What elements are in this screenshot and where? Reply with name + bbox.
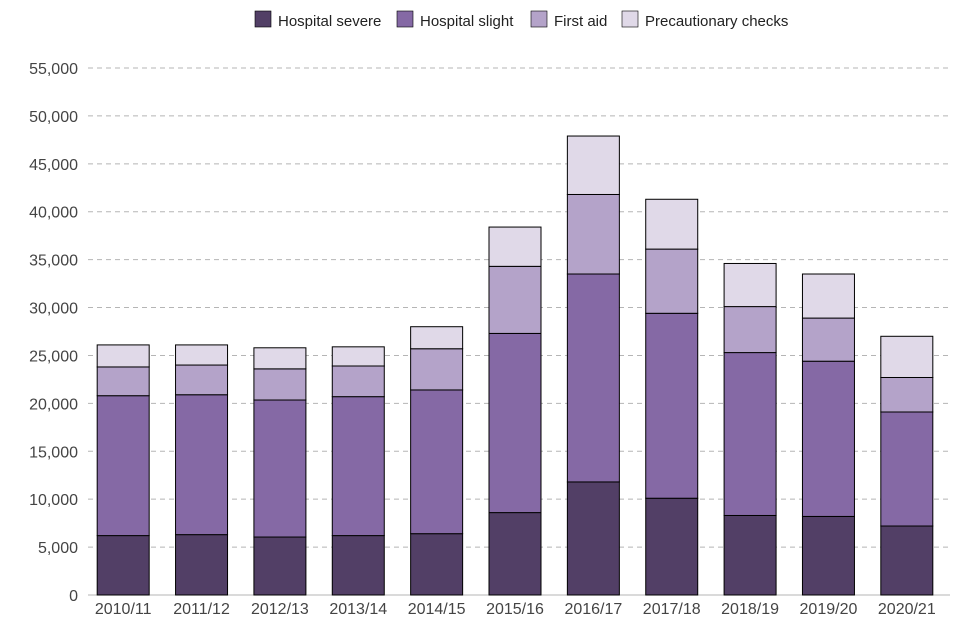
y-tick-label: 55,000 (29, 61, 78, 78)
bar-segment (410, 533, 464, 596)
x-tick-label: 2013/14 (329, 601, 387, 618)
bar-segment (645, 248, 699, 314)
bar-segment (801, 515, 855, 596)
bar-segment (488, 332, 542, 514)
x-tick-label: 2012/13 (251, 601, 309, 618)
y-tick-label: 40,000 (29, 205, 78, 222)
y-axis-ticks: 0 5,000 10,000 15,000 20,000 25,000 30,000 35,0… (29, 61, 78, 605)
y-tick-label: 45,000 (29, 157, 78, 174)
bar-segment (566, 273, 620, 483)
bar-segment (488, 265, 542, 334)
x-tick-label: 2010/11 (95, 601, 152, 618)
bar-segment (488, 226, 542, 267)
legend-label: Precautionary checks (645, 13, 788, 30)
bar-segment (410, 326, 464, 350)
bar-segment (723, 514, 777, 596)
x-tick-label: 2015/16 (486, 601, 544, 618)
bar-segment (645, 198, 699, 250)
x-tick-label: 2014/15 (408, 601, 466, 618)
bar-segment (801, 273, 855, 319)
y-tick-label: 20,000 (29, 396, 78, 413)
bar-segment (410, 389, 464, 535)
bar-segment (723, 306, 777, 354)
y-tick-label: 35,000 (29, 253, 78, 270)
legend-swatch (621, 10, 639, 28)
x-tick-label: 2017/18 (643, 601, 701, 618)
bar-segment (331, 365, 385, 398)
bar-segment (253, 536, 307, 596)
bar-segment (175, 344, 229, 366)
bar-segment (331, 346, 385, 367)
x-tick-label: 2020/21 (878, 601, 936, 618)
legend-swatch (254, 10, 272, 28)
bar-segment (253, 399, 307, 538)
bar-segment (645, 497, 699, 596)
legend-label: Hospital slight (420, 13, 514, 30)
y-tick-label: 10,000 (29, 492, 78, 509)
bar-segment (488, 512, 542, 596)
bar-segment (566, 193, 620, 275)
x-tick-label: 2011/12 (173, 601, 230, 618)
bar-segment (175, 364, 229, 396)
bar-segment (801, 360, 855, 517)
bar-segment (801, 317, 855, 362)
bar-segment (96, 366, 150, 397)
bar-segment (880, 376, 934, 413)
legend-swatch (396, 10, 414, 28)
legend-label: First aid (554, 13, 607, 30)
bar-segment (96, 535, 150, 596)
bar-segment (566, 135, 620, 195)
x-tick-label: 2018/19 (721, 601, 779, 618)
y-tick-label: 30,000 (29, 301, 78, 318)
x-axis-ticks: 2010/11 2011/12 2012/13 2013/14 2014/15 2015/… (95, 601, 936, 618)
bar-segment (175, 394, 229, 536)
legend-label: Hospital severe (278, 13, 381, 30)
y-tick-label: 0 (69, 588, 78, 605)
bar-segment (175, 534, 229, 596)
legend: Hospital severe Hospital slight First aid P… (254, 10, 788, 30)
bar-segment (253, 368, 307, 401)
legend-swatch (530, 10, 548, 28)
bar-segment (331, 396, 385, 537)
bar-segment (723, 262, 777, 308)
bar-segment (566, 481, 620, 596)
bars (96, 135, 934, 596)
bar-segment (880, 335, 934, 378)
y-tick-label: 15,000 (29, 444, 78, 461)
bar-segment (880, 525, 934, 596)
y-tick-label: 50,000 (29, 109, 78, 126)
bar-segment (723, 352, 777, 516)
y-tick-label: 5,000 (38, 540, 78, 557)
x-tick-label: 2019/20 (800, 601, 858, 618)
bar-segment (253, 347, 307, 370)
bar-segment (410, 348, 464, 391)
bar-segment (96, 395, 150, 537)
x-tick-label: 2016/17 (564, 601, 622, 618)
y-tick-label: 25,000 (29, 348, 78, 365)
bar-segment (96, 344, 150, 368)
bar-segment (331, 535, 385, 596)
bar-segment (880, 411, 934, 527)
bar-segment (645, 312, 699, 499)
